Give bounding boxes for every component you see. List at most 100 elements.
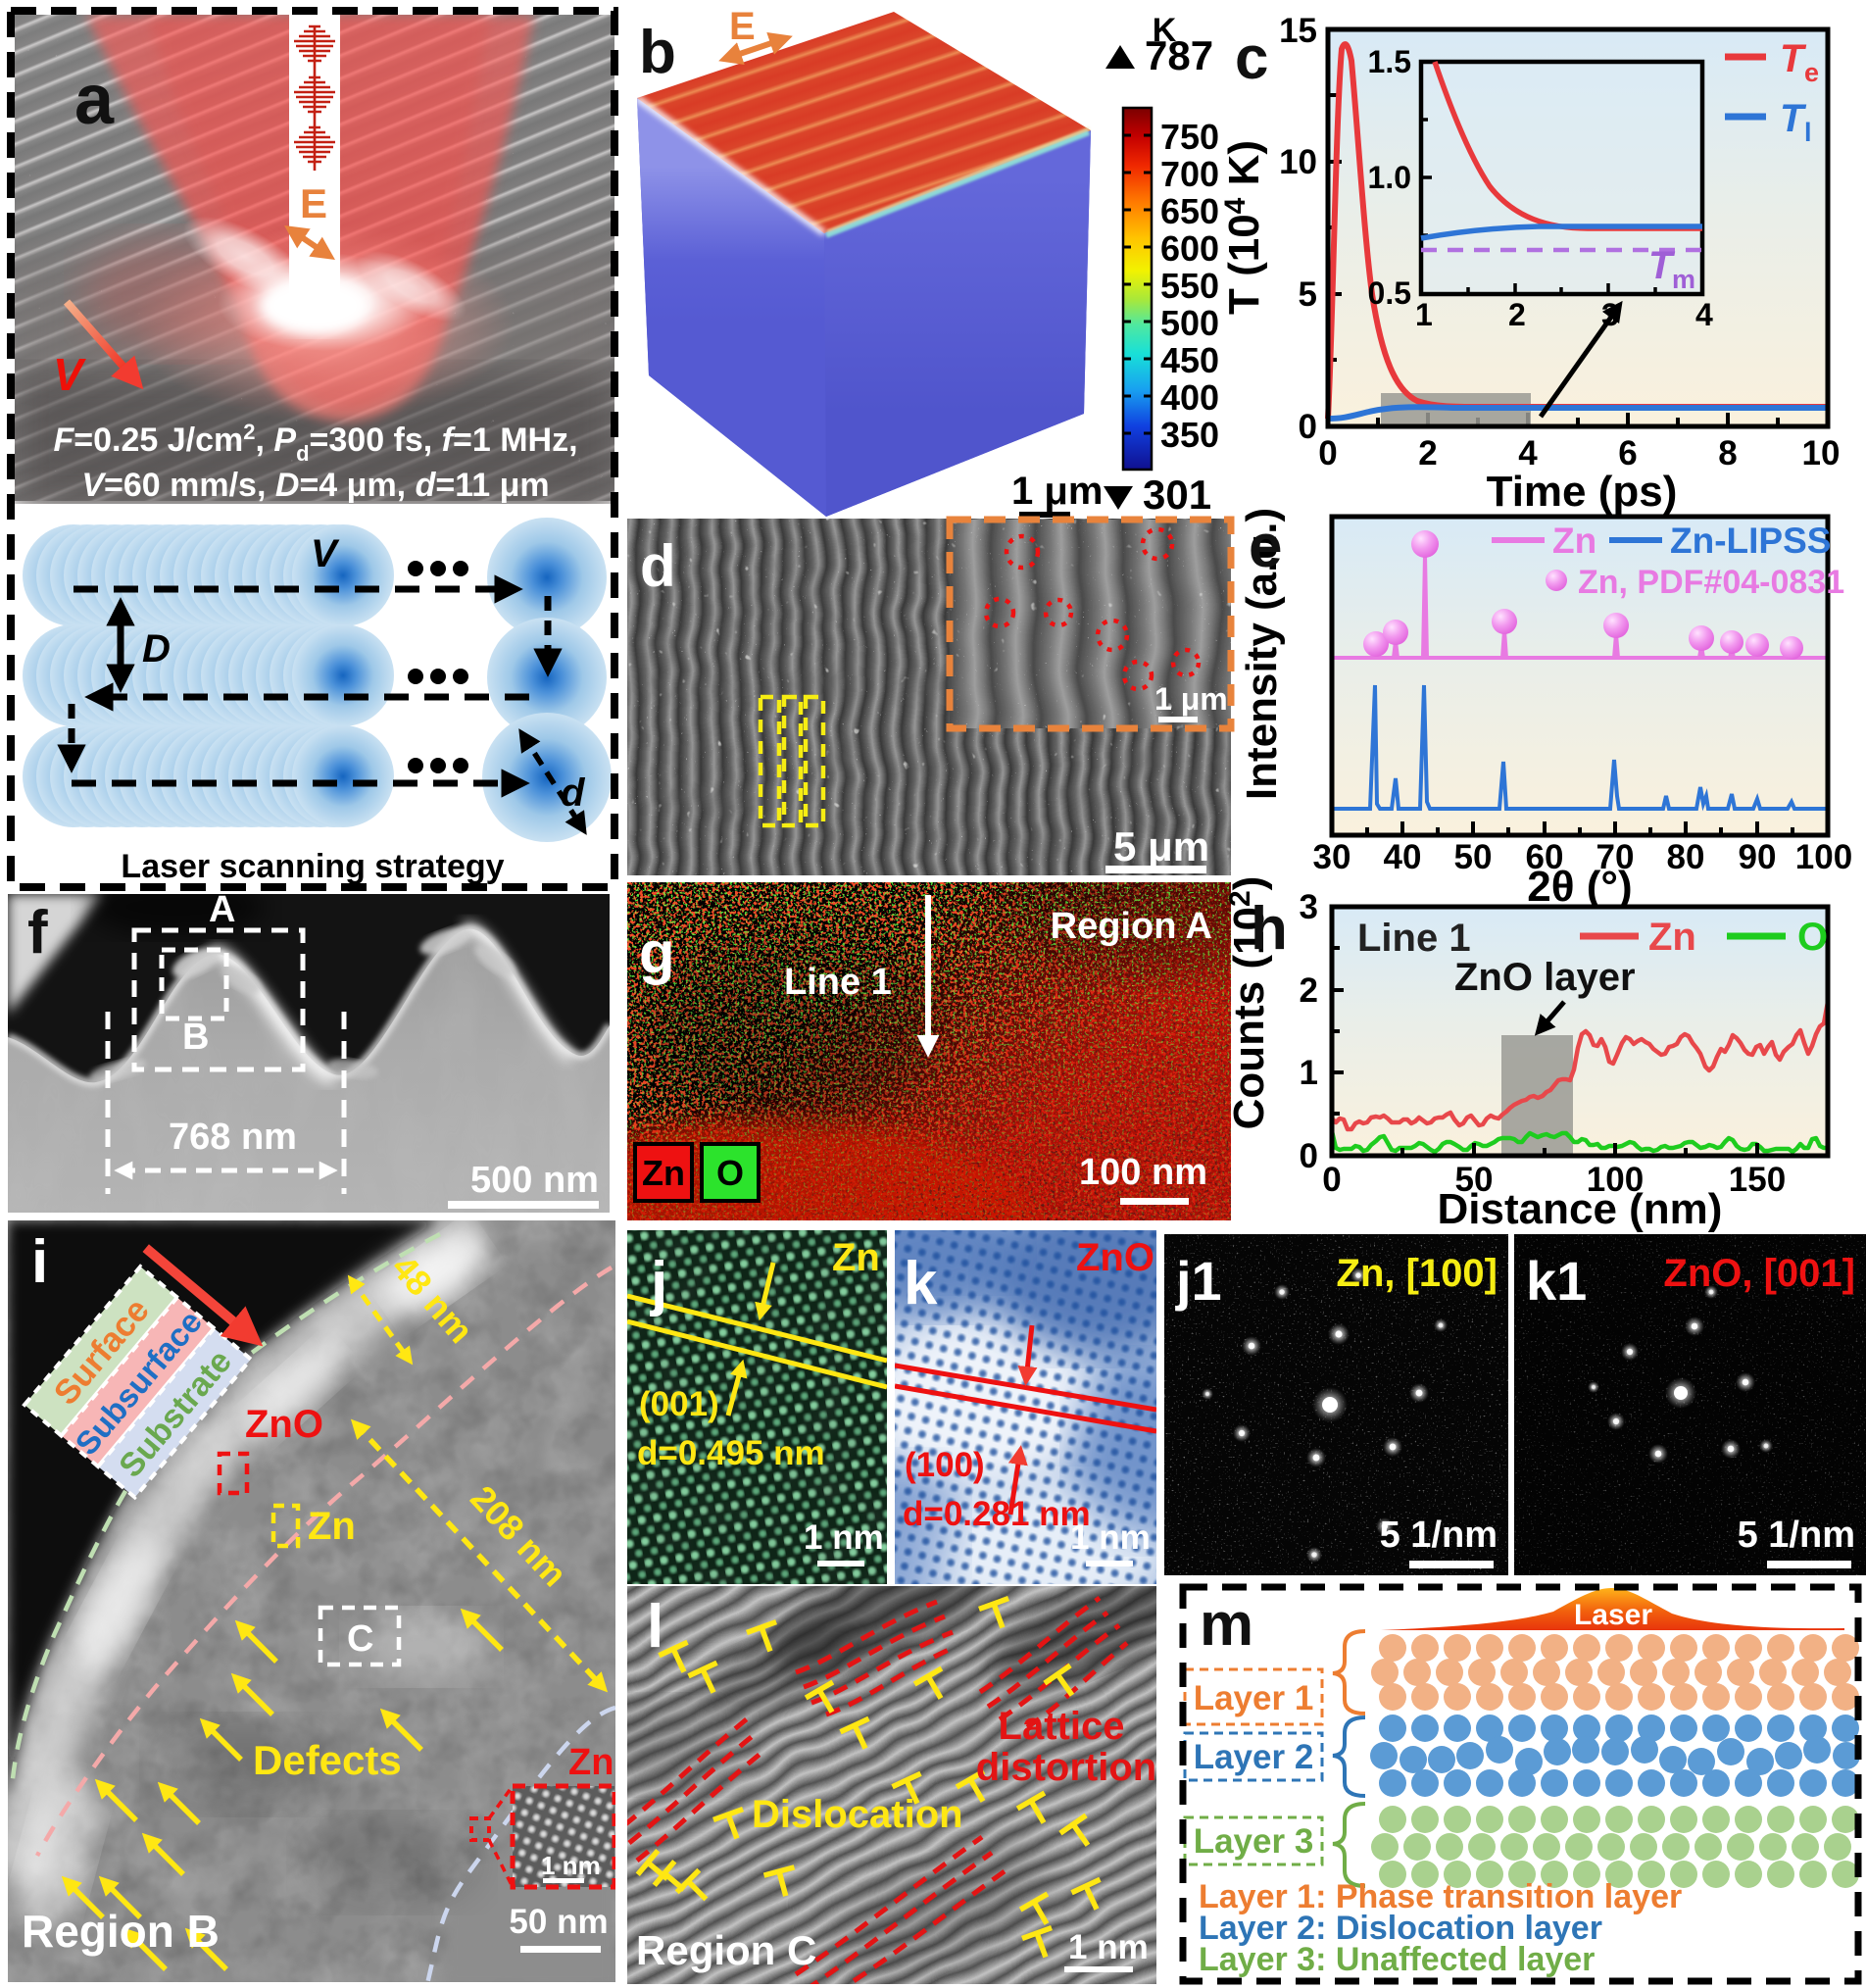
svg-text:0: 0 (1318, 434, 1337, 472)
svg-text:550: 550 (1160, 266, 1219, 306)
svg-text:1 μm: 1 μm (1154, 681, 1228, 717)
svg-text:ZnO layer: ZnO layer (1454, 956, 1636, 999)
svg-text:500 nm: 500 nm (470, 1160, 599, 1201)
svg-text:0: 0 (1322, 1161, 1341, 1199)
svg-text:100 nm: 100 nm (1079, 1152, 1207, 1193)
svg-text:500: 500 (1160, 303, 1219, 343)
svg-text:m: m (1200, 1591, 1253, 1659)
svg-text:1.5: 1.5 (1368, 44, 1411, 79)
svg-text:Zn-LIPSS: Zn-LIPSS (1670, 521, 1831, 561)
svg-text:V: V (53, 349, 86, 400)
svg-text:d: d (561, 771, 586, 815)
svg-text:4: 4 (1518, 434, 1538, 472)
svg-text:80: 80 (1667, 838, 1705, 876)
svg-text:D: D (142, 627, 171, 671)
svg-text:2θ (°): 2θ (°) (1527, 863, 1632, 911)
svg-text:2: 2 (1300, 971, 1318, 1010)
svg-text:K: K (1153, 12, 1177, 49)
svg-text:Zn: Zn (832, 1236, 880, 1279)
svg-text:T (104 K): T (104 K) (1219, 140, 1268, 315)
svg-text:50 nm: 50 nm (509, 1903, 608, 1941)
svg-text:Defects: Defects (253, 1737, 402, 1783)
svg-text:Distance (nm): Distance (nm) (1438, 1185, 1723, 1233)
svg-text:3: 3 (1300, 888, 1318, 926)
svg-text:Region C: Region C (636, 1927, 816, 1973)
svg-text:Line 1: Line 1 (784, 962, 892, 1003)
svg-text:787: 787 (1145, 32, 1213, 78)
svg-text:Zn: Zn (642, 1153, 685, 1193)
svg-text:(001): (001) (639, 1385, 719, 1423)
svg-text:Zn: Zn (308, 1505, 356, 1548)
svg-text:k: k (904, 1250, 938, 1317)
svg-text:100: 100 (1587, 1161, 1644, 1199)
svg-text:V: V (311, 532, 340, 575)
svg-text:i: i (31, 1228, 48, 1296)
svg-text:10: 10 (1802, 434, 1841, 472)
svg-text:4: 4 (1695, 297, 1713, 332)
svg-text:T: T (1648, 244, 1676, 287)
svg-text:e: e (1804, 58, 1819, 87)
svg-text:h: h (1251, 895, 1288, 963)
svg-text:8: 8 (1718, 434, 1737, 472)
svg-text:Lattice: Lattice (999, 1705, 1125, 1748)
svg-text:1 nm: 1 nm (541, 1851, 601, 1880)
svg-text:1: 1 (1415, 297, 1433, 332)
svg-text:Zn, PDF#04-0831: Zn, PDF#04-0831 (1578, 564, 1844, 601)
svg-text:g: g (639, 919, 675, 985)
svg-text:5 1/nm: 5 1/nm (1738, 1515, 1855, 1556)
svg-text:d=0.495 nm: d=0.495 nm (637, 1434, 825, 1472)
svg-text:1: 1 (1300, 1054, 1318, 1092)
svg-text:40: 40 (1384, 838, 1422, 876)
svg-text:301: 301 (1143, 472, 1211, 518)
svg-text:60: 60 (1526, 838, 1564, 876)
svg-text:ZnO, [001]: ZnO, [001] (1663, 1252, 1855, 1295)
svg-text:j1: j1 (1175, 1250, 1222, 1312)
svg-text:Layer 3: Layer 3 (1194, 1822, 1314, 1861)
svg-text:E: E (729, 5, 756, 48)
svg-text:1 nm: 1 nm (804, 1518, 884, 1557)
svg-text:E: E (300, 180, 327, 226)
svg-text:j: j (650, 1250, 667, 1317)
svg-text:350: 350 (1160, 415, 1219, 455)
svg-text:Region A: Region A (1051, 906, 1212, 947)
svg-text:d=0.281 nm: d=0.281 nm (903, 1495, 1091, 1533)
svg-text:1 nm: 1 nm (1068, 1928, 1149, 1966)
svg-text:F=0.25 J/cm2, Pd=300 fs, f=1 M: F=0.25 J/cm2, Pd=300 fs, f=1 MHz, (53, 420, 577, 466)
svg-text:Zn, [100]: Zn, [100] (1337, 1252, 1498, 1295)
svg-text:Layer 2: Dislocation layer: Layer 2: Dislocation layer (1199, 1910, 1602, 1947)
svg-text:1 μm: 1 μm (1011, 470, 1103, 513)
svg-text:0.5: 0.5 (1368, 275, 1411, 311)
svg-text:6: 6 (1618, 434, 1637, 472)
svg-text:Line 1: Line 1 (1357, 917, 1471, 960)
svg-text:V=60 mm/s, D=4 μm, d=11 μm: V=60 mm/s, D=4 μm, d=11 μm (81, 467, 549, 504)
svg-text:2: 2 (1418, 434, 1437, 472)
svg-text:Laser scanning strategy: Laser scanning strategy (121, 848, 504, 885)
svg-text:750: 750 (1160, 117, 1219, 157)
svg-text:2: 2 (1508, 297, 1526, 332)
svg-text:5 μm: 5 μm (1113, 823, 1209, 870)
svg-text:0: 0 (1299, 408, 1317, 446)
svg-text:T: T (1780, 37, 1807, 80)
svg-text:d: d (640, 533, 676, 599)
svg-text:Time (ps): Time (ps) (1487, 468, 1678, 516)
svg-text:150: 150 (1729, 1161, 1786, 1199)
svg-text:l: l (1804, 118, 1812, 147)
svg-text:3: 3 (1601, 297, 1619, 332)
svg-text:T: T (1780, 97, 1807, 140)
svg-text:a: a (74, 61, 115, 139)
svg-text:Layer 2: Layer 2 (1194, 1738, 1314, 1776)
svg-text:70: 70 (1596, 838, 1635, 876)
svg-text:C: C (347, 1618, 373, 1660)
svg-text:Zn: Zn (1552, 521, 1596, 561)
svg-text:5 1/nm: 5 1/nm (1380, 1515, 1498, 1556)
svg-text:(100): (100) (905, 1446, 985, 1484)
svg-text:l: l (647, 1593, 663, 1661)
svg-text:Counts (102): Counts (102) (1224, 876, 1273, 1130)
svg-text:Intensity (a.u.): Intensity (a.u.) (1238, 508, 1286, 800)
svg-text:600: 600 (1160, 228, 1219, 269)
svg-text:700: 700 (1160, 154, 1219, 194)
svg-text:distortion: distortion (976, 1746, 1156, 1789)
svg-text:Dislocation: Dislocation (752, 1793, 963, 1836)
svg-text:O: O (716, 1153, 744, 1193)
svg-text:Region B: Region B (22, 1906, 220, 1957)
